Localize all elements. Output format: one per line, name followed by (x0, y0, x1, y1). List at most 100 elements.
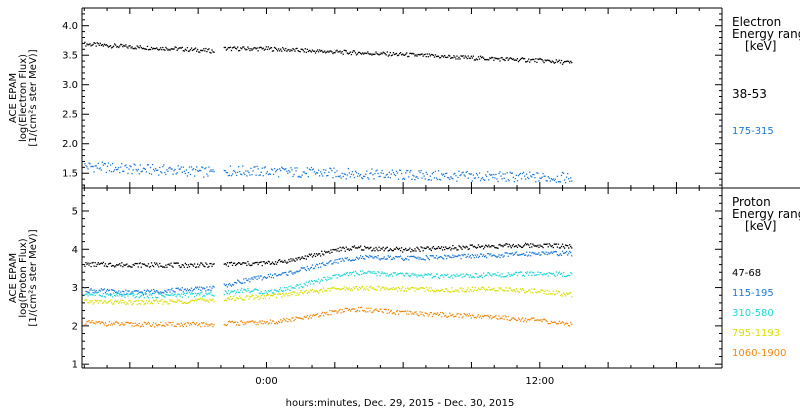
data-point (235, 282, 238, 284)
data-point (374, 272, 376, 275)
data-point (568, 252, 570, 254)
data-point (449, 178, 451, 181)
data-point (168, 48, 170, 51)
data-point (375, 289, 377, 291)
data-point (436, 55, 439, 57)
data-point (491, 56, 493, 59)
data-point (389, 274, 392, 276)
data-point (514, 177, 517, 180)
data-point (430, 287, 432, 289)
data-point (410, 52, 412, 54)
data-point (96, 292, 98, 294)
data-point (550, 245, 552, 248)
data-point (114, 290, 116, 292)
data-point (363, 272, 365, 274)
data-point (549, 252, 551, 254)
data-point (493, 287, 495, 290)
data-point (452, 178, 454, 180)
data-point (188, 291, 191, 294)
data-point (189, 293, 192, 295)
data-point (255, 261, 257, 264)
data-point (184, 48, 187, 51)
data-point (128, 322, 130, 324)
data-point (294, 50, 296, 52)
data-point (449, 277, 451, 279)
data-point (241, 287, 243, 290)
data-point (363, 257, 365, 260)
data-point (509, 245, 511, 247)
data-point (378, 246, 380, 248)
data-point (303, 267, 305, 269)
data-point (451, 177, 453, 179)
data-point (530, 59, 532, 61)
data-point (111, 296, 114, 298)
data-point (344, 173, 346, 176)
data-point (501, 178, 503, 180)
data-point (548, 290, 550, 293)
data-point (161, 265, 163, 267)
data-point (359, 306, 362, 309)
data-point (464, 313, 466, 316)
data-point (330, 278, 332, 280)
data-point (266, 262, 269, 264)
data-point (504, 290, 506, 292)
data-point (507, 272, 509, 274)
data-point (86, 290, 88, 293)
data-point (294, 291, 296, 294)
data-point (567, 60, 569, 62)
y-tick-label: 2.0 (62, 139, 78, 150)
data-point (438, 277, 441, 280)
data-point (407, 255, 409, 258)
data-point (451, 257, 453, 259)
data-point (480, 245, 483, 247)
data-point (361, 257, 363, 260)
data-point (88, 319, 90, 322)
data-point (327, 276, 329, 278)
data-point (548, 177, 550, 179)
data-point (411, 273, 413, 275)
data-point (439, 255, 442, 258)
data-point (177, 287, 179, 289)
data-point (568, 293, 570, 295)
data-point (511, 58, 513, 61)
data-point (301, 292, 303, 294)
data-point (168, 321, 170, 324)
data-point (280, 274, 282, 276)
data-point (477, 314, 480, 316)
data-point (102, 261, 105, 264)
data-point (364, 175, 366, 178)
data-point (527, 255, 529, 257)
data-point (300, 267, 302, 269)
data-point (535, 58, 537, 60)
data-point (499, 288, 501, 290)
data-point (100, 44, 102, 47)
data-point (137, 292, 139, 295)
data-point (114, 169, 116, 171)
data-point (338, 309, 340, 312)
data-point (331, 51, 333, 53)
data-point (520, 271, 523, 273)
data-point (101, 321, 104, 323)
data-point (536, 253, 538, 255)
data-point (411, 255, 413, 258)
data-point (565, 292, 568, 294)
data-point (328, 278, 330, 281)
data-point (334, 274, 336, 277)
data-point (551, 60, 553, 62)
data-point (259, 261, 261, 264)
data-point (367, 177, 369, 179)
data-point (116, 264, 118, 266)
data-point (550, 272, 552, 275)
data-point (324, 276, 326, 279)
data-point (100, 288, 102, 290)
data-point (373, 53, 375, 56)
data-point (265, 321, 267, 323)
data-point (318, 49, 321, 51)
data-point (289, 260, 291, 263)
data-point (543, 292, 545, 295)
data-point (121, 301, 123, 304)
data-point (436, 312, 439, 314)
data-point (562, 252, 565, 254)
data-point (447, 255, 449, 257)
data-point (273, 273, 276, 275)
